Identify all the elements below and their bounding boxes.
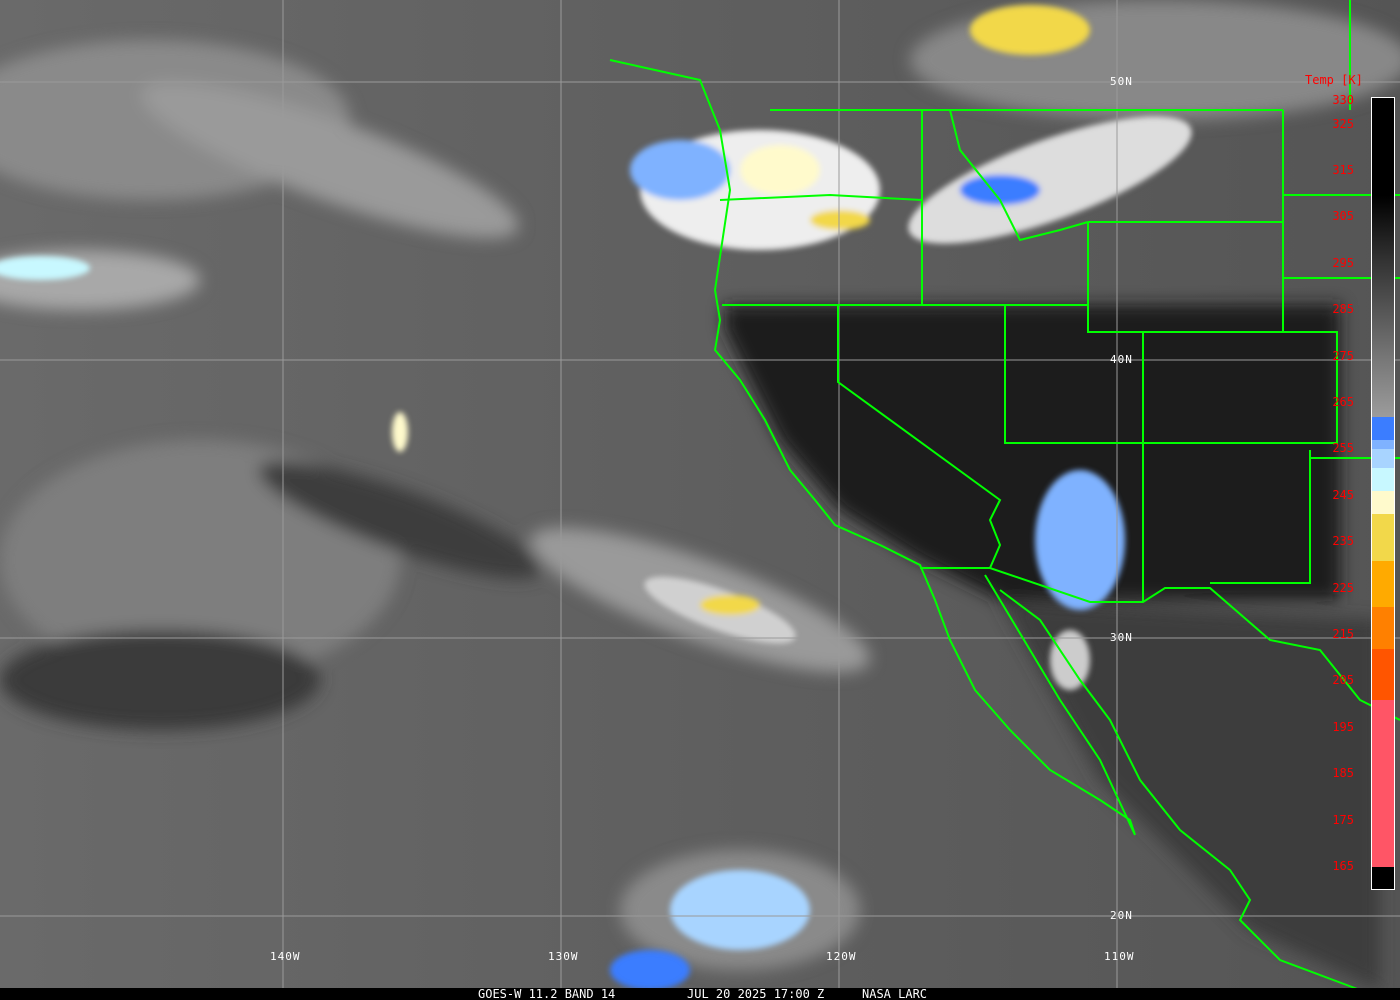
legend-tick-325: 325 xyxy=(1332,116,1354,131)
lat-label-30n: 30N xyxy=(1110,631,1133,644)
legend-tick-165: 165 xyxy=(1332,859,1354,873)
colorbar-segment xyxy=(1372,699,1394,867)
legend-tick-235: 235 xyxy=(1332,534,1354,549)
grayscale-segment xyxy=(1372,98,1394,424)
colorbar-segment xyxy=(1372,560,1394,608)
image-datetime: JUL 20 2025 17:00 Z xyxy=(687,987,825,1000)
land-dark xyxy=(725,305,1380,990)
lon-label-110w: 110W xyxy=(1104,950,1135,963)
colorbar-segment xyxy=(1372,440,1394,450)
legend-tick-275: 275 xyxy=(1332,348,1354,363)
colorbar-segment xyxy=(1372,607,1394,649)
legend-tick-175: 175 xyxy=(1332,812,1354,827)
lat-label-50n: 50N xyxy=(1110,75,1133,88)
colorbar-segment xyxy=(1372,648,1394,700)
legend-tick-295: 295 xyxy=(1332,255,1354,270)
colorbar-segment xyxy=(1372,416,1394,441)
colorbar-segment xyxy=(1372,467,1394,492)
legend-tick-285: 285 xyxy=(1332,302,1354,317)
legend-tick-215: 215 xyxy=(1332,627,1354,641)
legend-tick-225: 225 xyxy=(1332,580,1354,595)
legend-tick-205: 205 xyxy=(1332,673,1354,688)
lon-label-120w: 120W xyxy=(826,950,857,963)
lon-label-130w: 130W xyxy=(548,950,579,963)
legend-tick-195: 195 xyxy=(1332,719,1354,734)
political-borders xyxy=(609,0,1400,991)
legend-tick-255: 255 xyxy=(1332,441,1354,456)
legend-tick-305: 305 xyxy=(1332,209,1354,224)
legend-title: Temp [K] xyxy=(1305,73,1363,87)
legend-tick-330: 330 xyxy=(1332,93,1354,108)
lon-label-140w: 140W xyxy=(270,950,301,963)
colorbar-segment xyxy=(1372,491,1394,515)
cold-cloud-tops xyxy=(0,5,1192,990)
colorbar-segment xyxy=(1372,449,1394,468)
credit: NASA LARC xyxy=(862,987,928,1000)
legend-tick-185: 185 xyxy=(1332,766,1354,781)
legend-tick-265: 265 xyxy=(1332,395,1354,409)
footer-caption: GOES-W 11.2 BAND 14 JUL 20 2025 17:00 Z … xyxy=(0,988,1400,1000)
temperature-colorbar xyxy=(1371,97,1395,890)
legend-tick-245: 245 xyxy=(1332,487,1354,502)
lat-label-40n: 40N xyxy=(1110,353,1133,366)
satellite-band: GOES-W 11.2 BAND 14 xyxy=(478,987,616,1000)
legend-tick-315: 315 xyxy=(1332,163,1354,177)
lat-label-20n: 20N xyxy=(1110,909,1133,922)
colorbar-segment xyxy=(1372,514,1394,561)
